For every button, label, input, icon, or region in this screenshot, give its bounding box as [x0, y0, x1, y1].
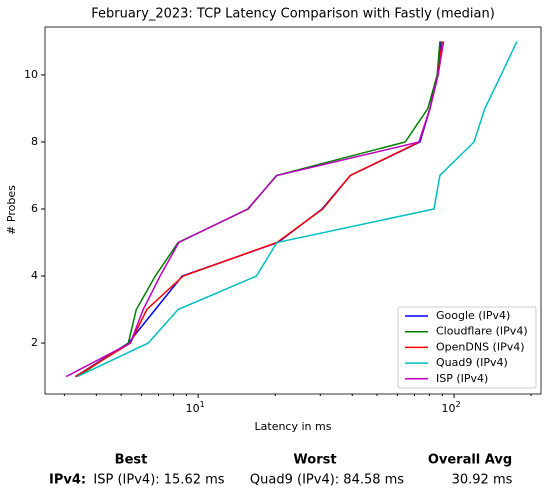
y-tick-label: 6 [31, 202, 38, 215]
series-line [76, 41, 518, 378]
x-axis-label: Latency in ms [255, 420, 332, 433]
x-tick-exponent: 2 [456, 400, 461, 409]
y-tick-label: 8 [31, 135, 38, 148]
plot-frame [44, 26, 542, 395]
x-tick-base: 10 [186, 402, 200, 415]
x-tick-base: 10 [442, 402, 456, 415]
chart-title: February_2023: TCP Latency Comparison wi… [91, 7, 495, 22]
legend-label: Cloudflare (IPv4) [436, 325, 528, 338]
legend-label: OpenDNS (IPv4) [436, 340, 525, 353]
table-cell: 30.92 ms [452, 473, 513, 488]
series-line [65, 41, 445, 378]
x-tick-label: 101 [186, 400, 205, 416]
table-header: Best [115, 453, 148, 468]
y-tick-label: 10 [24, 68, 38, 81]
legend-box [397, 306, 537, 389]
table-header: Overall Avg [428, 453, 512, 468]
y-axis-label: # Probes [5, 185, 18, 235]
legend-label: Google (IPv4) [436, 309, 510, 322]
table-cell: ISP (IPv4): 15.62 ms [93, 473, 224, 488]
legend-label: Quad9 (IPv4) [436, 356, 508, 369]
y-tick-label: 4 [31, 269, 38, 282]
row-label: IPv4: [49, 473, 86, 488]
table-header: Worst [293, 453, 336, 468]
legend-label: ISP (IPv4) [436, 372, 488, 385]
x-tick-exponent: 1 [200, 400, 205, 409]
x-tick-label: 102 [442, 400, 461, 416]
y-tick-label: 2 [31, 336, 38, 349]
table-cell: Quad9 (IPv4): 84.58 ms [250, 473, 404, 488]
